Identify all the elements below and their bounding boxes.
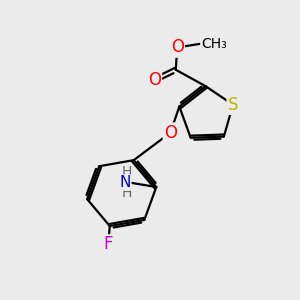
Text: S: S	[228, 96, 238, 114]
Text: O: O	[164, 124, 177, 142]
Text: N: N	[120, 175, 131, 190]
Text: F: F	[103, 236, 113, 253]
Text: H: H	[122, 186, 132, 200]
Text: CH₃: CH₃	[201, 37, 227, 51]
Text: O: O	[171, 38, 184, 56]
Text: H: H	[122, 165, 132, 179]
Text: O: O	[148, 71, 161, 89]
